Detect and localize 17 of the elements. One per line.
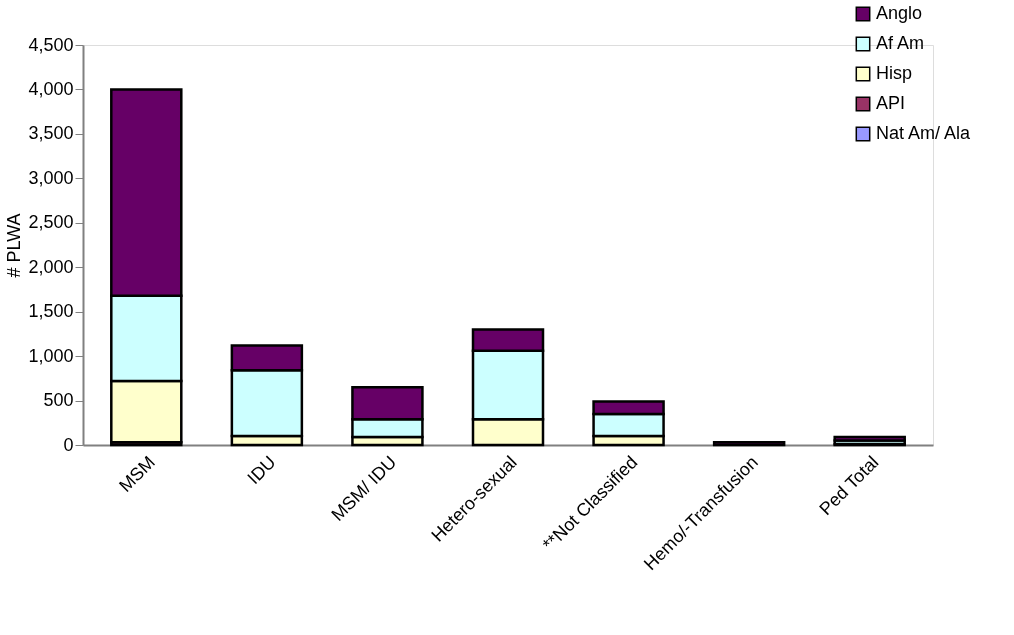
y-tick-label: 3,000	[28, 167, 74, 188]
legend-label: Af Am	[876, 33, 925, 53]
legend-label: API	[876, 93, 906, 113]
y-tick-label: 4,500	[28, 34, 74, 55]
legend-label: Anglo	[876, 3, 923, 23]
y-tick-label: 1,500	[28, 301, 74, 322]
y-tick-label: 500	[43, 390, 74, 411]
y-axis-title: # PLWA	[4, 213, 25, 278]
y-tick-label: 0	[63, 434, 74, 455]
y-tick-label: 2,000	[28, 256, 74, 277]
x-tick-label: IDU	[243, 452, 280, 489]
y-tick-label: 3,500	[28, 123, 74, 144]
legend-label: Hisp	[876, 63, 913, 83]
y-tick-label: 4,000	[28, 78, 74, 99]
legend-label: Nat Am/ Ala	[876, 123, 972, 143]
y-tick-label: 1,000	[28, 345, 74, 366]
y-tick-label: 2,500	[28, 212, 74, 233]
